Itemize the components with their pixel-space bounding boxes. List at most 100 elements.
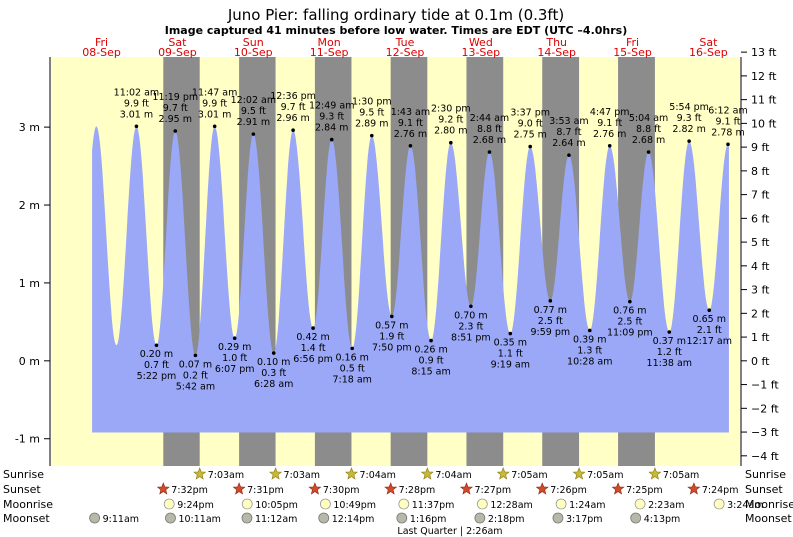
row-label-right: Sunrise [745,468,786,481]
moonset-icon [318,512,330,524]
high-tide-m: 2.75 m [513,130,546,141]
moonrise-icon [398,498,410,510]
high-tide-m: 2.78 m [711,127,744,138]
sunset-time: 7:31pm [247,485,284,496]
moonset-icon [165,512,176,524]
high-tide-point [329,137,334,142]
left-tick-label: -1 m [15,433,40,446]
right-tick-label: −2 ft [751,402,779,415]
row-label-left: Sunrise [3,468,44,481]
low-tide-point [587,328,592,333]
sunset-time: 7:30pm [323,485,360,496]
day-label: Fri [626,36,639,49]
high-tide-time: 6:12 am [708,105,747,116]
moonrise-icon [241,498,253,510]
chart-title: Juno Pier: falling ordinary tide at 0.1m… [227,6,564,24]
low-tide-time: 7:18 am [332,374,371,385]
low-tide-ft: 0.5 ft [340,363,365,374]
sunrise-time: 7:03am [284,470,320,481]
low-tide-ft: 1.4 ft [301,343,326,354]
low-tide-ft: 0.9 ft [419,356,444,367]
low-tide-time: 9:59 pm [530,327,570,338]
low-tide-time: 6:28 am [254,379,293,390]
sunrise-time: 7:03am [208,470,244,481]
sunset-time: 7:24pm [702,485,739,496]
moonrise-time: 9:24pm [177,500,214,511]
low-tide-time: 11:38 am [647,358,692,369]
low-tide-time: 12:17 am [687,336,732,347]
high-tide-ft: 9.5 ft [241,106,266,117]
high-tide-m: 2.64 m [552,138,585,149]
high-tide-point [449,140,453,145]
high-tide-ft: 9.1 ft [715,116,740,127]
low-tide-point [548,299,553,303]
high-tide-time: 11:02 am [114,87,159,98]
high-tide-point [291,128,295,133]
right-tick-label: 11 ft [751,94,777,107]
right-tick-label: 6 ft [751,212,770,225]
low-tide-m: 0.57 m [375,320,408,331]
moonset-time: 4:13pm [644,514,681,525]
moonset-time: 11:12am [255,514,297,525]
moonset-time: 2:18pm [488,514,525,525]
moonrise-time: 2:23am [648,500,684,511]
right-tick-label: 2 ft [751,307,770,320]
low-tide-m: 0.20 m [140,349,173,360]
sunrise-icon [193,467,207,480]
low-tide-time: 6:07 pm [215,364,255,375]
low-tide-time: 8:15 am [411,367,450,378]
low-tide-ft: 0.3 ft [261,368,286,379]
sunrise-time: 7:04am [359,470,395,481]
left-tick-label: 2 m [19,199,40,212]
date-label: 11-Sep [310,46,349,59]
sunset-icon [384,482,398,495]
moonset-icon [552,512,564,524]
row-label-right: Sunset [745,483,783,496]
moonset-time: 3:17pm [566,514,603,525]
high-tide-m: 2.84 m [315,123,348,134]
left-tick-label: 3 m [19,121,40,134]
high-tide-point [607,144,612,148]
right-tick-label: 7 ft [751,189,770,202]
row-label-left: Sunset [3,483,41,496]
moonset-icon [89,512,101,524]
day-label: Sat [168,36,187,49]
right-tick-label: 9 ft [751,141,770,154]
high-tide-m: 3.01 m [198,109,231,120]
right-tick-label: 13 ft [751,46,777,59]
sunset-time: 7:26pm [550,485,587,496]
moonset-icon [474,512,486,524]
high-tide-point [251,132,256,136]
left-tick-label: 0 m [19,355,40,368]
right-tick-label: 4 ft [751,260,770,273]
low-tide-m: 0.35 m [494,338,527,349]
date-label: 13-Sep [461,46,500,59]
high-tide-m: 2.96 m [276,113,309,124]
low-tide-m: 0.39 m [573,334,606,345]
moonrise-time: 11:37pm [412,500,455,511]
right-tick-label: 5 ft [751,236,770,249]
sunset-icon [156,482,170,495]
moonrise-time: 1:24am [569,500,605,511]
sunrise-icon [648,467,662,480]
low-tide-point [271,351,276,355]
low-tide-point [429,338,433,343]
low-tide-point [469,304,473,309]
moonrise-icon [555,498,567,510]
high-tide-point [687,139,691,143]
high-tide-m: 2.95 m [159,114,192,125]
date-label: 10-Sep [234,46,273,59]
low-tide-ft: 1.1 ft [498,349,523,360]
high-tide-m: 2.76 m [394,129,427,140]
sunrise-time: 7:05am [587,470,623,481]
right-tick-label: 1 ft [751,331,770,344]
low-tide-m: 0.65 m [693,314,726,325]
moonset-time: 10:11am [178,514,220,525]
sunset-icon [611,482,625,495]
moonset-icon [241,512,253,524]
right-tick-label: 8 ft [751,165,770,178]
low-tide-time: 8:51 pm [451,332,491,343]
right-tick-label: 10 ft [751,117,777,130]
high-tide-ft: 9.1 ft [398,118,423,129]
